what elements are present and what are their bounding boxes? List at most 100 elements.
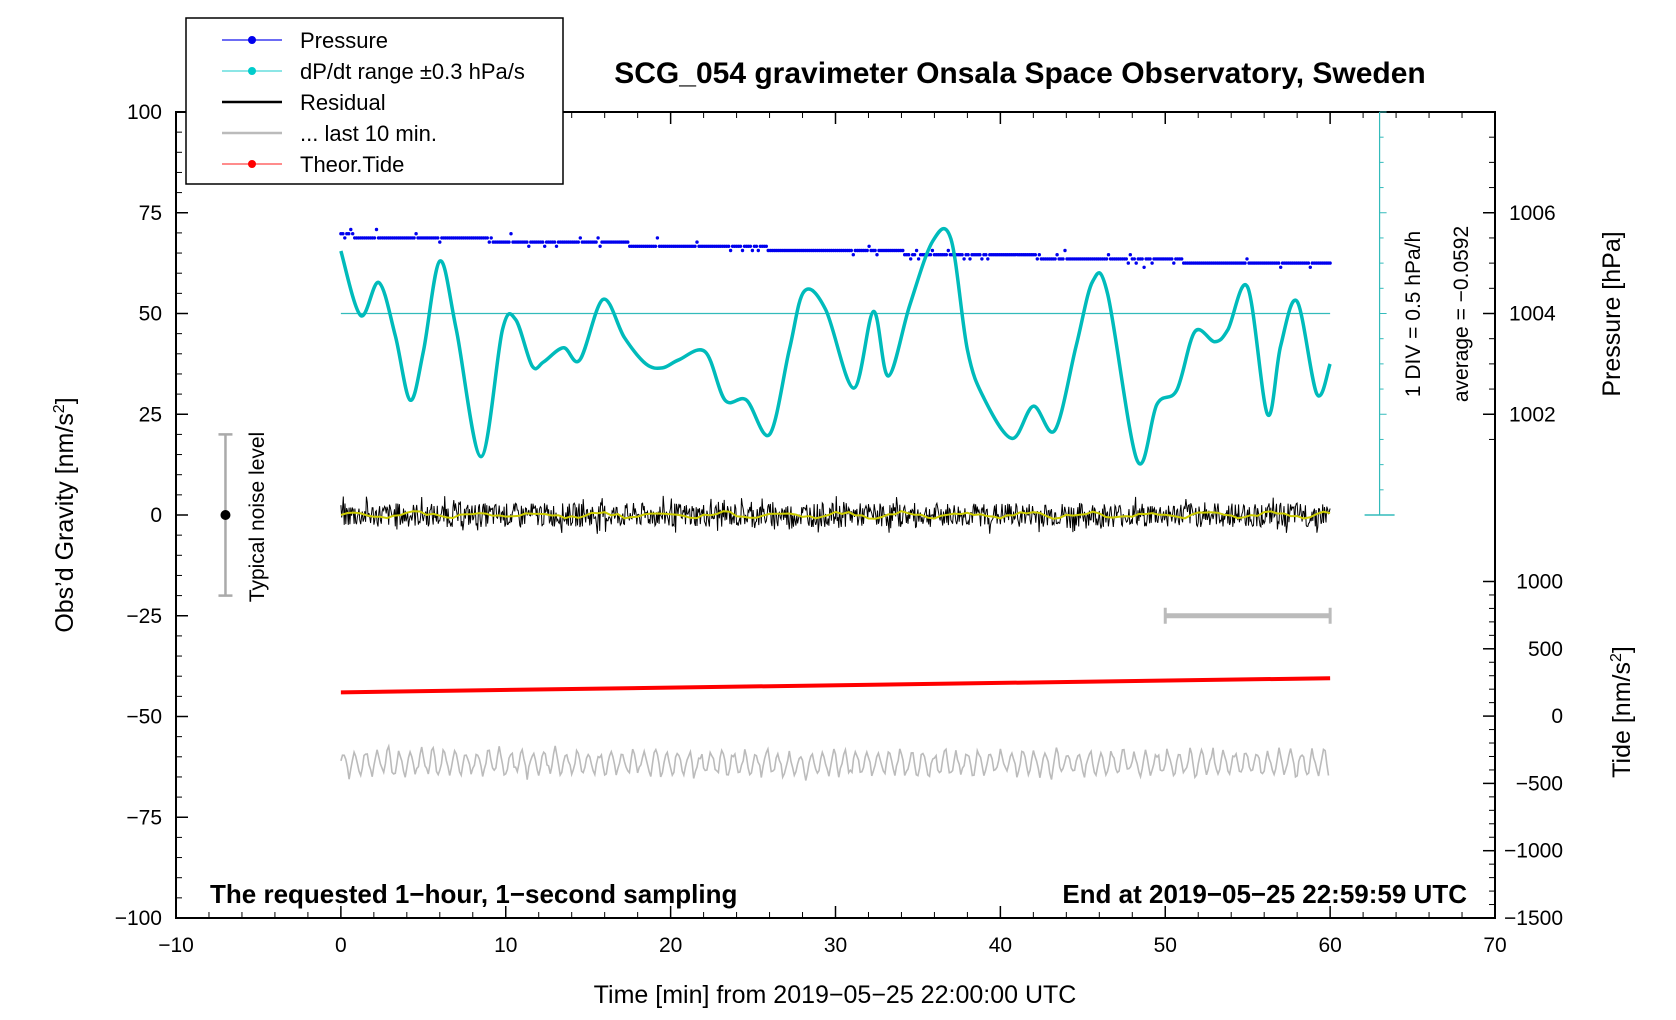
pressure-tick-label: 1004 [1509, 303, 1556, 326]
pressure-point [1104, 257, 1109, 261]
pressure-point [1063, 248, 1067, 253]
pressure-point [978, 253, 982, 257]
pressure-point [1124, 257, 1129, 261]
pressure-point [1243, 261, 1247, 265]
legend-entry-dpdt: dP/dt range ±0.3 hPa/s [222, 59, 525, 84]
pressure-point [509, 232, 513, 236]
pressure-series [339, 227, 1332, 269]
pressure-point [1306, 261, 1311, 265]
pressure-point [984, 253, 988, 257]
pressure-point [541, 240, 545, 244]
pressure-point [412, 236, 416, 240]
pressure-point [1277, 261, 1281, 265]
legend-entry-pressure: Pressure [222, 28, 388, 53]
pressure-point [507, 240, 511, 244]
pressure-point [489, 236, 493, 240]
pressure-point [875, 253, 879, 257]
pressure-point [928, 253, 933, 257]
pressure-point [960, 253, 964, 257]
pressure-point [1245, 257, 1249, 261]
pressure-point [1128, 253, 1133, 257]
pressure-point [1328, 261, 1332, 265]
legend: Pressure dP/dt range ±0.3 hPa/s Residual… [185, 17, 564, 185]
pressure-point [912, 253, 917, 257]
y-tick-label: 75 [139, 202, 162, 225]
pressure-tick-label: 1006 [1509, 202, 1556, 225]
legend-entry-tide: Theor.Tide [222, 152, 404, 177]
noise-level-label: Typical noise level [246, 432, 269, 602]
pressure-point [414, 232, 418, 236]
dpdt-series [339, 226, 1332, 466]
pressure-point [543, 244, 547, 248]
x-tick-label: −10 [158, 934, 194, 957]
noise-bar-center [220, 510, 231, 520]
pressure-point [653, 244, 658, 248]
pressure-point [754, 244, 759, 248]
pressure-point [525, 240, 529, 244]
y-tick-label: −100 [115, 907, 162, 930]
dpdt-scale-label: 1 DIV = 0.5 hPa/h [1402, 231, 1425, 397]
pressure-point [851, 253, 855, 257]
pressure-point [695, 240, 699, 244]
pressure-point [966, 253, 970, 257]
pressure-point [349, 227, 353, 232]
y-tick-label: −25 [126, 605, 162, 628]
end-time-note: End at 2019−05−25 22:59:59 UTC [1062, 879, 1467, 909]
pressure-point [962, 257, 966, 261]
sampling-note: The requested 1−hour, 1−second sampling [210, 879, 737, 909]
x-tick-label: 50 [1154, 934, 1177, 957]
y-tick-label: 100 [127, 101, 162, 124]
pressure-point [576, 240, 580, 244]
pressure-point [740, 248, 745, 253]
pressure-point [756, 248, 760, 253]
pressure-point [909, 257, 913, 261]
pressure-point [1172, 261, 1176, 265]
pressure-point [867, 244, 871, 248]
pressure-point [849, 248, 853, 253]
pressure-point [1053, 257, 1057, 261]
pressure-point [372, 236, 377, 240]
pressure-point [901, 248, 905, 253]
pressure-point [1279, 265, 1283, 269]
x-tick-label: 20 [659, 934, 682, 957]
y-axis-label-pressure: Pressure [hPa] [1598, 231, 1626, 396]
dpdt-average-label: average = −0.0592 [1450, 226, 1473, 402]
pressure-point [738, 244, 743, 248]
y-tick-label: −75 [126, 806, 162, 829]
legend-label-residual: Residual [300, 90, 386, 115]
pressure-point [1035, 257, 1040, 261]
x-tick-label: 70 [1483, 934, 1506, 957]
tide-series [340, 676, 1331, 695]
pressure-point [873, 248, 877, 253]
pressure-point [764, 244, 768, 248]
pressure-point [1126, 261, 1131, 265]
pressure-point [1170, 257, 1174, 261]
pressure-point [1061, 257, 1065, 261]
residual-series [340, 495, 1331, 534]
pressure-point [438, 240, 442, 244]
legend-label-last10: ... last 10 min. [300, 121, 437, 146]
tide-tick-label: 1000 [1516, 570, 1563, 593]
pressure-point [1033, 253, 1038, 257]
y-axis-label-tide: Tide [nm/s2] [1608, 646, 1636, 778]
pressure-tick-label: 1002 [1509, 403, 1556, 426]
legend-marker-tide [248, 160, 256, 168]
pressure-point [596, 236, 600, 240]
y-tick-label: 50 [139, 303, 162, 326]
pressure-point [914, 248, 919, 253]
pressure-point [986, 257, 990, 261]
pressure-point [1180, 257, 1184, 261]
y-tick-label: 0 [150, 504, 162, 527]
legend-label-dpdt: dP/dt range ±0.3 hPa/s [300, 59, 525, 84]
pressure-point [594, 240, 598, 244]
pressure-point [944, 253, 948, 257]
data-series [218, 111, 1395, 781]
legend-entry-last10: ... last 10 min. [222, 121, 437, 146]
pressure-point [865, 248, 869, 253]
pressure-point [1134, 261, 1138, 265]
legend-entry-residual: Residual [222, 90, 386, 115]
legend-marker-pressure [248, 36, 256, 44]
x-tick-label: 0 [335, 934, 347, 957]
x-axis-label: Time [min] from 2019−05−25 22:00:00 UTC [594, 981, 1077, 1009]
